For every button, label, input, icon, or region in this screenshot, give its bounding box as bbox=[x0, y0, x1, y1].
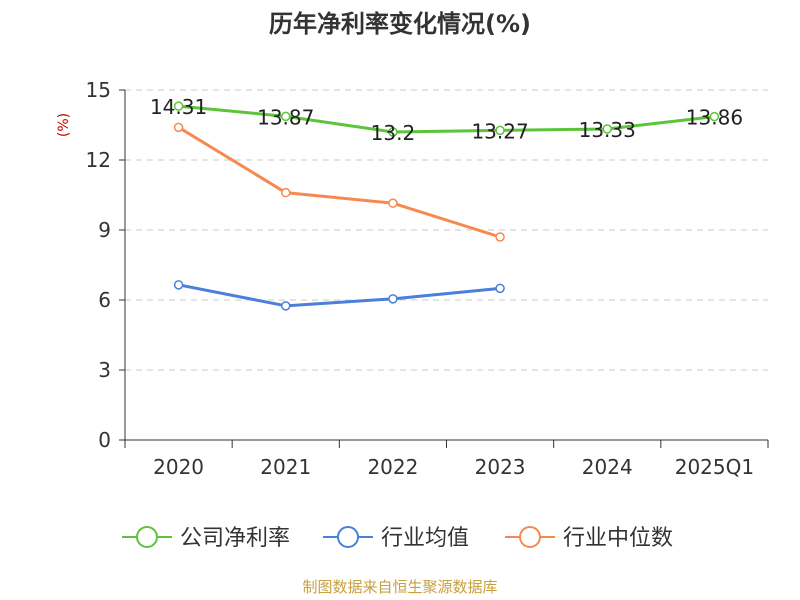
data-label: 13.2 bbox=[371, 121, 416, 145]
x-tick-label: 2022 bbox=[367, 455, 418, 479]
x-tick-label: 2020 bbox=[153, 455, 204, 479]
legend-label: 行业均值 bbox=[381, 526, 469, 551]
x-tick-label: 2024 bbox=[582, 455, 633, 479]
legend-item-0: 公司净利率 bbox=[122, 526, 290, 551]
legend: 公司净利率 行业均值 行业中位数 bbox=[122, 526, 673, 551]
y-tick-label: 0 bbox=[98, 428, 111, 452]
data-point bbox=[281, 187, 291, 198]
data-point bbox=[602, 124, 612, 134]
data-label: 13.27 bbox=[471, 119, 528, 143]
legend-label: 公司净利率 bbox=[180, 526, 290, 551]
data-label: 13.87 bbox=[257, 105, 314, 129]
y-axis-label: (%) bbox=[56, 113, 72, 137]
y-tick-label: 3 bbox=[98, 358, 111, 382]
data-point bbox=[173, 280, 184, 290]
y-tick-label: 12 bbox=[86, 148, 111, 172]
data-label: 13.33 bbox=[579, 118, 636, 142]
data-point bbox=[281, 111, 291, 122]
legend-label: 行业中位数 bbox=[563, 526, 673, 551]
legend-item-1: 行业均值 bbox=[323, 526, 469, 551]
series-line-1 bbox=[178, 283, 501, 308]
x-tick-label: 2025Q1 bbox=[675, 455, 754, 479]
series-line-0 bbox=[178, 104, 715, 134]
y-tick-label: 6 bbox=[98, 288, 111, 312]
legend-swatch-marker bbox=[519, 526, 541, 548]
data-point bbox=[388, 294, 398, 304]
y-tick-label: 15 bbox=[86, 78, 111, 102]
legend-item-2: 行业中位数 bbox=[505, 526, 673, 551]
data-point bbox=[495, 125, 505, 136]
axes: 0 3 6 9 12 15 2020 2021 2022 2023 2024 2025Q1 bbox=[86, 78, 769, 479]
data-point bbox=[281, 301, 291, 311]
legend-swatch-marker bbox=[337, 526, 359, 548]
data-point bbox=[388, 127, 398, 137]
source-note: 制图数据来自恒生聚源数据库 bbox=[302, 578, 497, 596]
legend-swatch-marker bbox=[136, 526, 158, 548]
data-labels: 14.31 13.87 13.2 13.27 13.33 13.86 bbox=[150, 95, 743, 145]
series-line-2 bbox=[177, 126, 501, 239]
data-point bbox=[709, 111, 720, 122]
x-tick-label: 2021 bbox=[260, 455, 311, 479]
series-layer bbox=[173, 101, 720, 311]
x-tick-label: 2023 bbox=[475, 455, 526, 479]
data-point bbox=[173, 122, 184, 133]
data-label: 14.31 bbox=[150, 95, 207, 119]
grid bbox=[125, 89, 768, 371]
chart-title: 历年净利率变化情况(%) bbox=[269, 10, 531, 38]
data-point bbox=[388, 198, 398, 208]
data-label: 13.86 bbox=[686, 106, 743, 130]
data-point bbox=[495, 283, 505, 294]
y-tick-label: 9 bbox=[98, 218, 111, 242]
data-point bbox=[173, 101, 184, 111]
data-point bbox=[495, 232, 505, 242]
